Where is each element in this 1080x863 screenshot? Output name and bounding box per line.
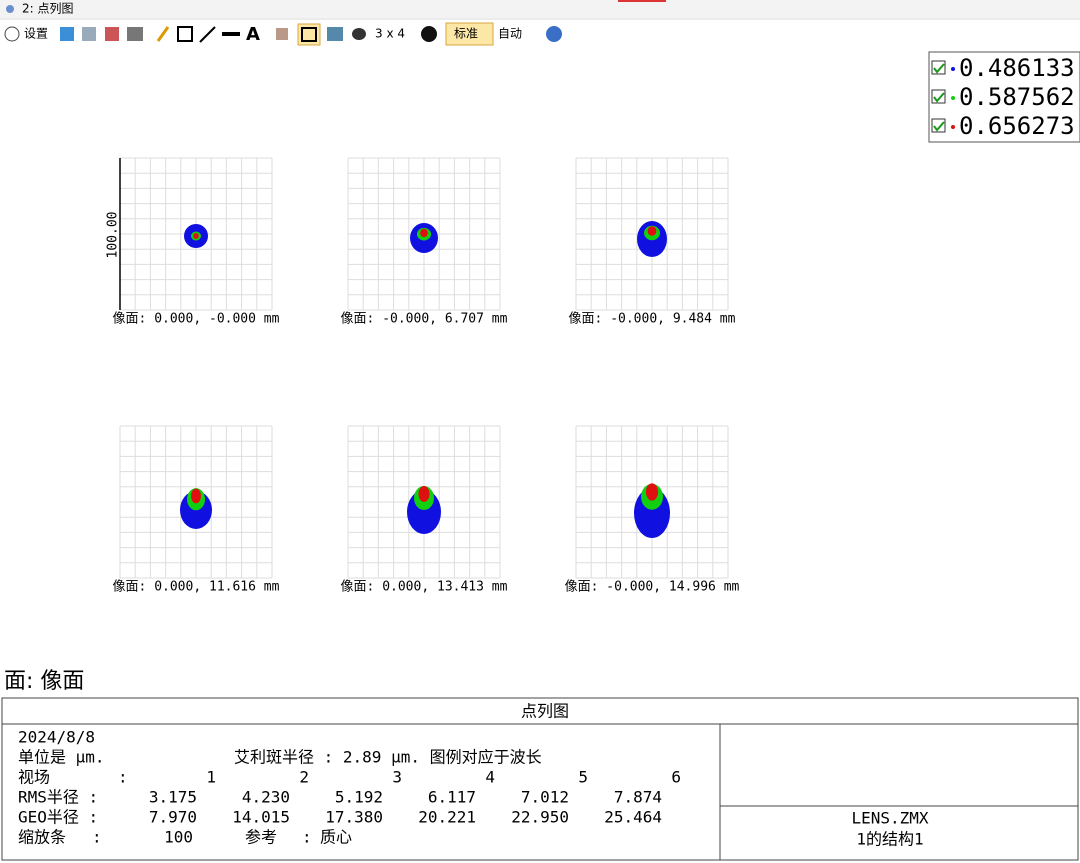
save-button[interactable] — [105, 27, 119, 41]
row-value: 22.950 — [511, 808, 569, 827]
spot-red — [420, 228, 428, 238]
row-value: 5.192 — [335, 788, 383, 807]
legend-checkbox — [931, 89, 946, 104]
row-value: 3 — [392, 768, 402, 787]
sep: : — [302, 828, 312, 847]
legend-dot — [951, 96, 955, 100]
file-name: LENS.ZMX — [851, 809, 928, 828]
info-date: 2024/8/8 — [18, 728, 95, 747]
window-title: 2: 点列图 — [22, 2, 74, 16]
info-table: 点列图 2024/8/8 单位是 µm. 艾利斑半径 : 2.89 µm. 图例… — [1, 697, 1079, 861]
legend-check — [933, 63, 945, 74]
info-title: 点列图 — [521, 702, 569, 721]
plot-label: 像面: -0.000, 9.484 mm — [569, 312, 736, 327]
row-value: 3.175 — [149, 788, 197, 807]
pen-button[interactable] — [156, 26, 170, 42]
legend-check — [933, 92, 945, 103]
scale-value: 100 — [164, 828, 193, 847]
spot-red — [193, 233, 199, 239]
spot-red — [418, 486, 430, 502]
refresh-button[interactable] — [60, 27, 74, 41]
surface-title: 面: 像面 — [4, 669, 84, 694]
window-button[interactable] — [327, 27, 343, 41]
row-value: 25.464 — [604, 808, 662, 827]
ref-label: 参考 — [245, 828, 277, 847]
text-button[interactable]: A — [246, 24, 260, 45]
settings-icon[interactable] — [4, 26, 20, 42]
legend-label: 0.656273 — [959, 112, 1075, 140]
print-button[interactable] — [127, 27, 143, 41]
plot-label: 像面: 0.000, -0.000 mm — [113, 312, 280, 327]
row-value: 5 — [578, 768, 588, 787]
plot-label: 像面: 0.000, 13.413 mm — [341, 580, 508, 595]
legend-dot — [951, 67, 955, 71]
scale-label: 缩放条 — [18, 828, 66, 847]
config-name: 1的结构1 — [856, 830, 923, 849]
row-value: 20.221 — [418, 808, 476, 827]
legend-checkbox — [931, 118, 946, 133]
row-value: 2 — [299, 768, 309, 787]
legend-check — [933, 121, 945, 132]
row-value: 1 — [206, 768, 216, 787]
ref-value: 质心 — [320, 828, 352, 847]
title-accent — [618, 0, 666, 2]
plot-label: 像面: -0.000, 6.707 mm — [341, 312, 508, 327]
stack-button[interactable] — [352, 28, 366, 40]
info-airy: 艾利斑半径 : 2.89 µm. 图例对应于波长 — [234, 748, 542, 767]
row-label: GEO半径 : — [18, 808, 98, 827]
plot-label: 像面: -0.000, 14.996 mm — [565, 580, 740, 595]
row-value: 6 — [671, 768, 681, 787]
info-units: 单位是 µm. — [18, 748, 105, 767]
help-button[interactable] — [546, 26, 562, 42]
scale-label: 100.00 — [106, 212, 121, 259]
legend-dot — [951, 125, 955, 129]
legend-label: 0.587562 — [959, 83, 1075, 111]
layout-toggle[interactable] — [297, 23, 321, 46]
sep: : — [92, 828, 102, 847]
line-button[interactable] — [222, 32, 240, 36]
arrow-button[interactable] — [199, 26, 216, 43]
title-bar — [0, 0, 1080, 18]
row-value: 4.230 — [242, 788, 290, 807]
plot-label: 像面: 0.000, 11.616 mm — [113, 580, 280, 595]
copy-button[interactable] — [82, 27, 96, 41]
legend-checkbox — [931, 60, 946, 75]
layout-dropdown[interactable]: 3 x 4 — [375, 27, 405, 41]
row-value: 14.015 — [232, 808, 290, 827]
spot-red — [645, 483, 659, 501]
row-value: 7.970 — [149, 808, 197, 827]
mode-dropdown-bg — [445, 22, 494, 46]
row-label: RMS半径 : — [18, 788, 98, 807]
window-icon — [6, 5, 14, 13]
row-value: 17.380 — [325, 808, 383, 827]
row-value: 6.117 — [428, 788, 476, 807]
auto-dropdown[interactable]: 自动 — [498, 27, 522, 41]
settings-button[interactable]: 设置 — [24, 27, 48, 41]
layout-icon — [301, 27, 317, 42]
spot-red — [647, 226, 657, 236]
rect-button[interactable] — [177, 26, 193, 42]
plots: 像面: 0.000, -0.000 mm 像面: -0.000, 6.707 mm… — [113, 157, 740, 595]
row-label: 视场 — [18, 768, 50, 787]
toolbar: 设置 A 3 x 4 标准 自动 — [4, 22, 562, 46]
row-value: 7.012 — [521, 788, 569, 807]
spot-red — [191, 488, 201, 504]
rotate-button[interactable] — [421, 26, 437, 42]
sep: : — [118, 768, 128, 787]
legend-label: 0.486133 — [959, 54, 1075, 82]
row-value: 4 — [485, 768, 495, 787]
lock-button[interactable] — [276, 28, 288, 40]
row-value: 7.874 — [614, 788, 662, 807]
mode-dropdown[interactable]: 标准 — [454, 27, 478, 41]
